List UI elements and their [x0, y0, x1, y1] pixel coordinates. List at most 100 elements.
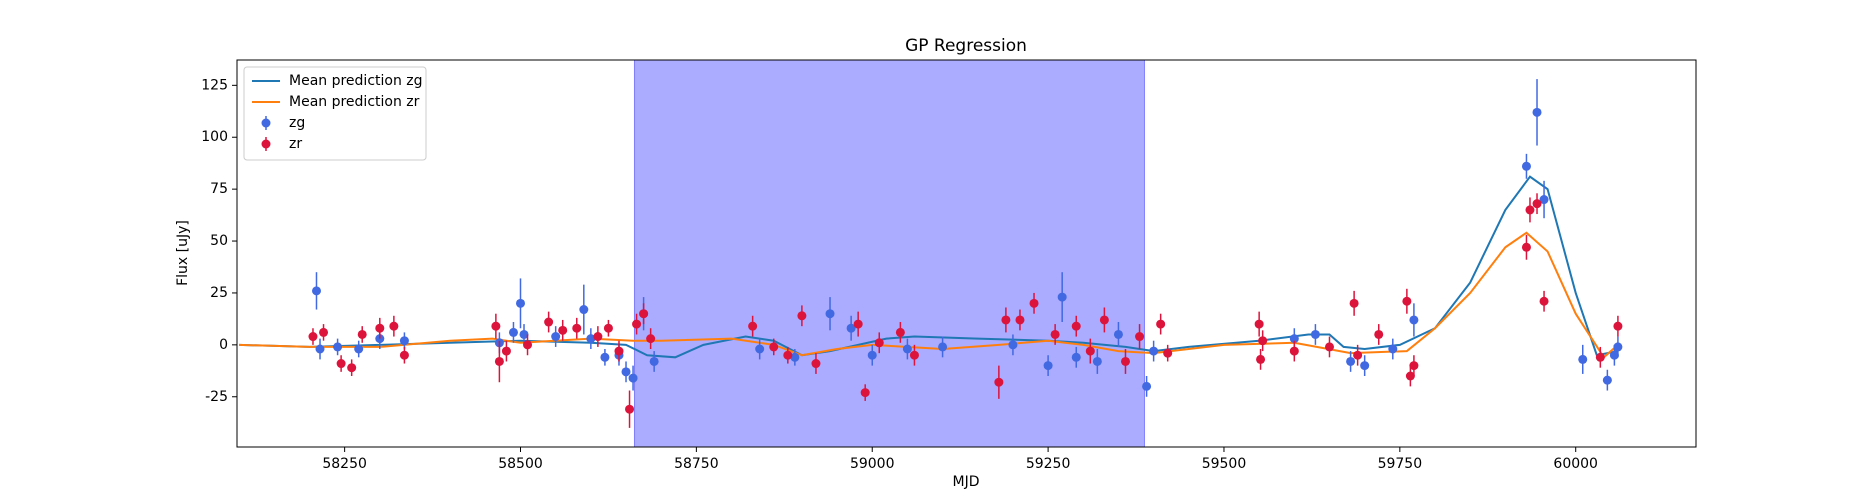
x-tick-label: 58250: [322, 456, 367, 472]
data-point: [1008, 340, 1018, 350]
data-point: [593, 332, 603, 342]
data-point: [1525, 205, 1535, 215]
data-point: [600, 352, 610, 362]
data-point: [1539, 195, 1549, 205]
data-point: [646, 334, 656, 344]
y-tick-label: 50: [210, 233, 228, 249]
data-point: [1578, 354, 1588, 364]
data-point: [1071, 352, 1081, 362]
data-point: [315, 344, 325, 354]
x-tick-label: 59750: [1378, 456, 1423, 472]
data-point: [515, 298, 525, 308]
plot-frame: [236, 59, 1697, 448]
x-axis-label: MJD: [953, 474, 980, 490]
y-tick-label: 75: [210, 181, 228, 197]
data-point: [1349, 298, 1359, 308]
data-point: [1609, 350, 1619, 360]
data-point: [769, 342, 779, 352]
data-point: [755, 344, 765, 354]
data-point: [579, 305, 589, 315]
data-point: [639, 309, 649, 319]
data-point: [501, 346, 511, 356]
data-point: [748, 321, 758, 331]
data-point: [1029, 298, 1039, 308]
legend-label: zr: [289, 136, 302, 152]
data-point: [1142, 381, 1152, 391]
chart-title: GP Regression: [905, 36, 1027, 56]
x-tick-label: 59500: [1202, 456, 1247, 472]
legend-swatch: [261, 118, 271, 128]
data-point: [491, 321, 501, 331]
data-point: [494, 356, 504, 366]
data-point: [551, 332, 561, 342]
data-point: [1405, 371, 1415, 381]
data-point: [938, 342, 948, 352]
data-point: [1156, 319, 1166, 329]
data-point: [1613, 321, 1623, 331]
data-point: [519, 329, 529, 339]
data-point: [1374, 329, 1384, 339]
legend-box: [243, 66, 427, 161]
data-point: [508, 327, 518, 337]
data-point: [399, 350, 409, 360]
data-point: [846, 323, 856, 333]
data-point: [1409, 361, 1419, 371]
data-point: [586, 334, 596, 344]
data-point: [632, 319, 642, 329]
y-axis-label: Flux [uJy]: [175, 220, 191, 286]
data-point: [1532, 199, 1542, 209]
data-point: [1539, 296, 1549, 306]
data-point: [797, 311, 807, 321]
data-point: [1595, 352, 1605, 362]
data-point: [1015, 315, 1025, 325]
y-tick-label: -25: [205, 389, 228, 405]
data-point: [333, 342, 343, 352]
data-point: [874, 338, 884, 348]
data-point: [1521, 161, 1531, 171]
data-point: [1409, 315, 1419, 325]
data-point: [1256, 354, 1266, 364]
legend-swatch: [261, 139, 271, 149]
data-point: [1050, 329, 1060, 339]
data-point: [523, 340, 533, 350]
data-point: [603, 323, 613, 333]
data-point: [1346, 356, 1356, 366]
data-point: [311, 286, 321, 296]
data-point: [354, 344, 364, 354]
data-point: [783, 350, 793, 360]
x-tick-label: 59250: [1026, 456, 1071, 472]
x-tick-label: 58500: [498, 456, 543, 472]
data-point: [1135, 332, 1145, 342]
data-point: [558, 325, 568, 335]
data-point: [811, 359, 821, 369]
data-point: [1099, 315, 1109, 325]
data-point: [902, 344, 912, 354]
legend-label: zg: [289, 115, 305, 131]
data-point: [1353, 350, 1363, 360]
data-point: [614, 346, 624, 356]
data-point: [625, 404, 635, 414]
data-point: [308, 332, 318, 342]
data-point: [399, 336, 409, 346]
y-tick-label: 125: [201, 77, 228, 93]
data-point: [1120, 356, 1130, 366]
data-point: [825, 309, 835, 319]
y-tick-label: 0: [219, 337, 228, 353]
data-point: [1057, 292, 1067, 302]
data-point: [1388, 344, 1398, 354]
data-point: [1149, 346, 1159, 356]
data-point: [357, 329, 367, 339]
data-point: [1532, 107, 1542, 117]
data-point: [1258, 336, 1268, 346]
data-point: [867, 350, 877, 360]
data-point: [319, 327, 329, 337]
data-point: [649, 356, 659, 366]
data-point: [1289, 346, 1299, 356]
data-point: [347, 363, 357, 373]
data-point: [1310, 329, 1320, 339]
shaded-span: [633, 59, 1145, 448]
legend-label: Mean prediction zg: [289, 73, 423, 89]
data-point: [1071, 321, 1081, 331]
